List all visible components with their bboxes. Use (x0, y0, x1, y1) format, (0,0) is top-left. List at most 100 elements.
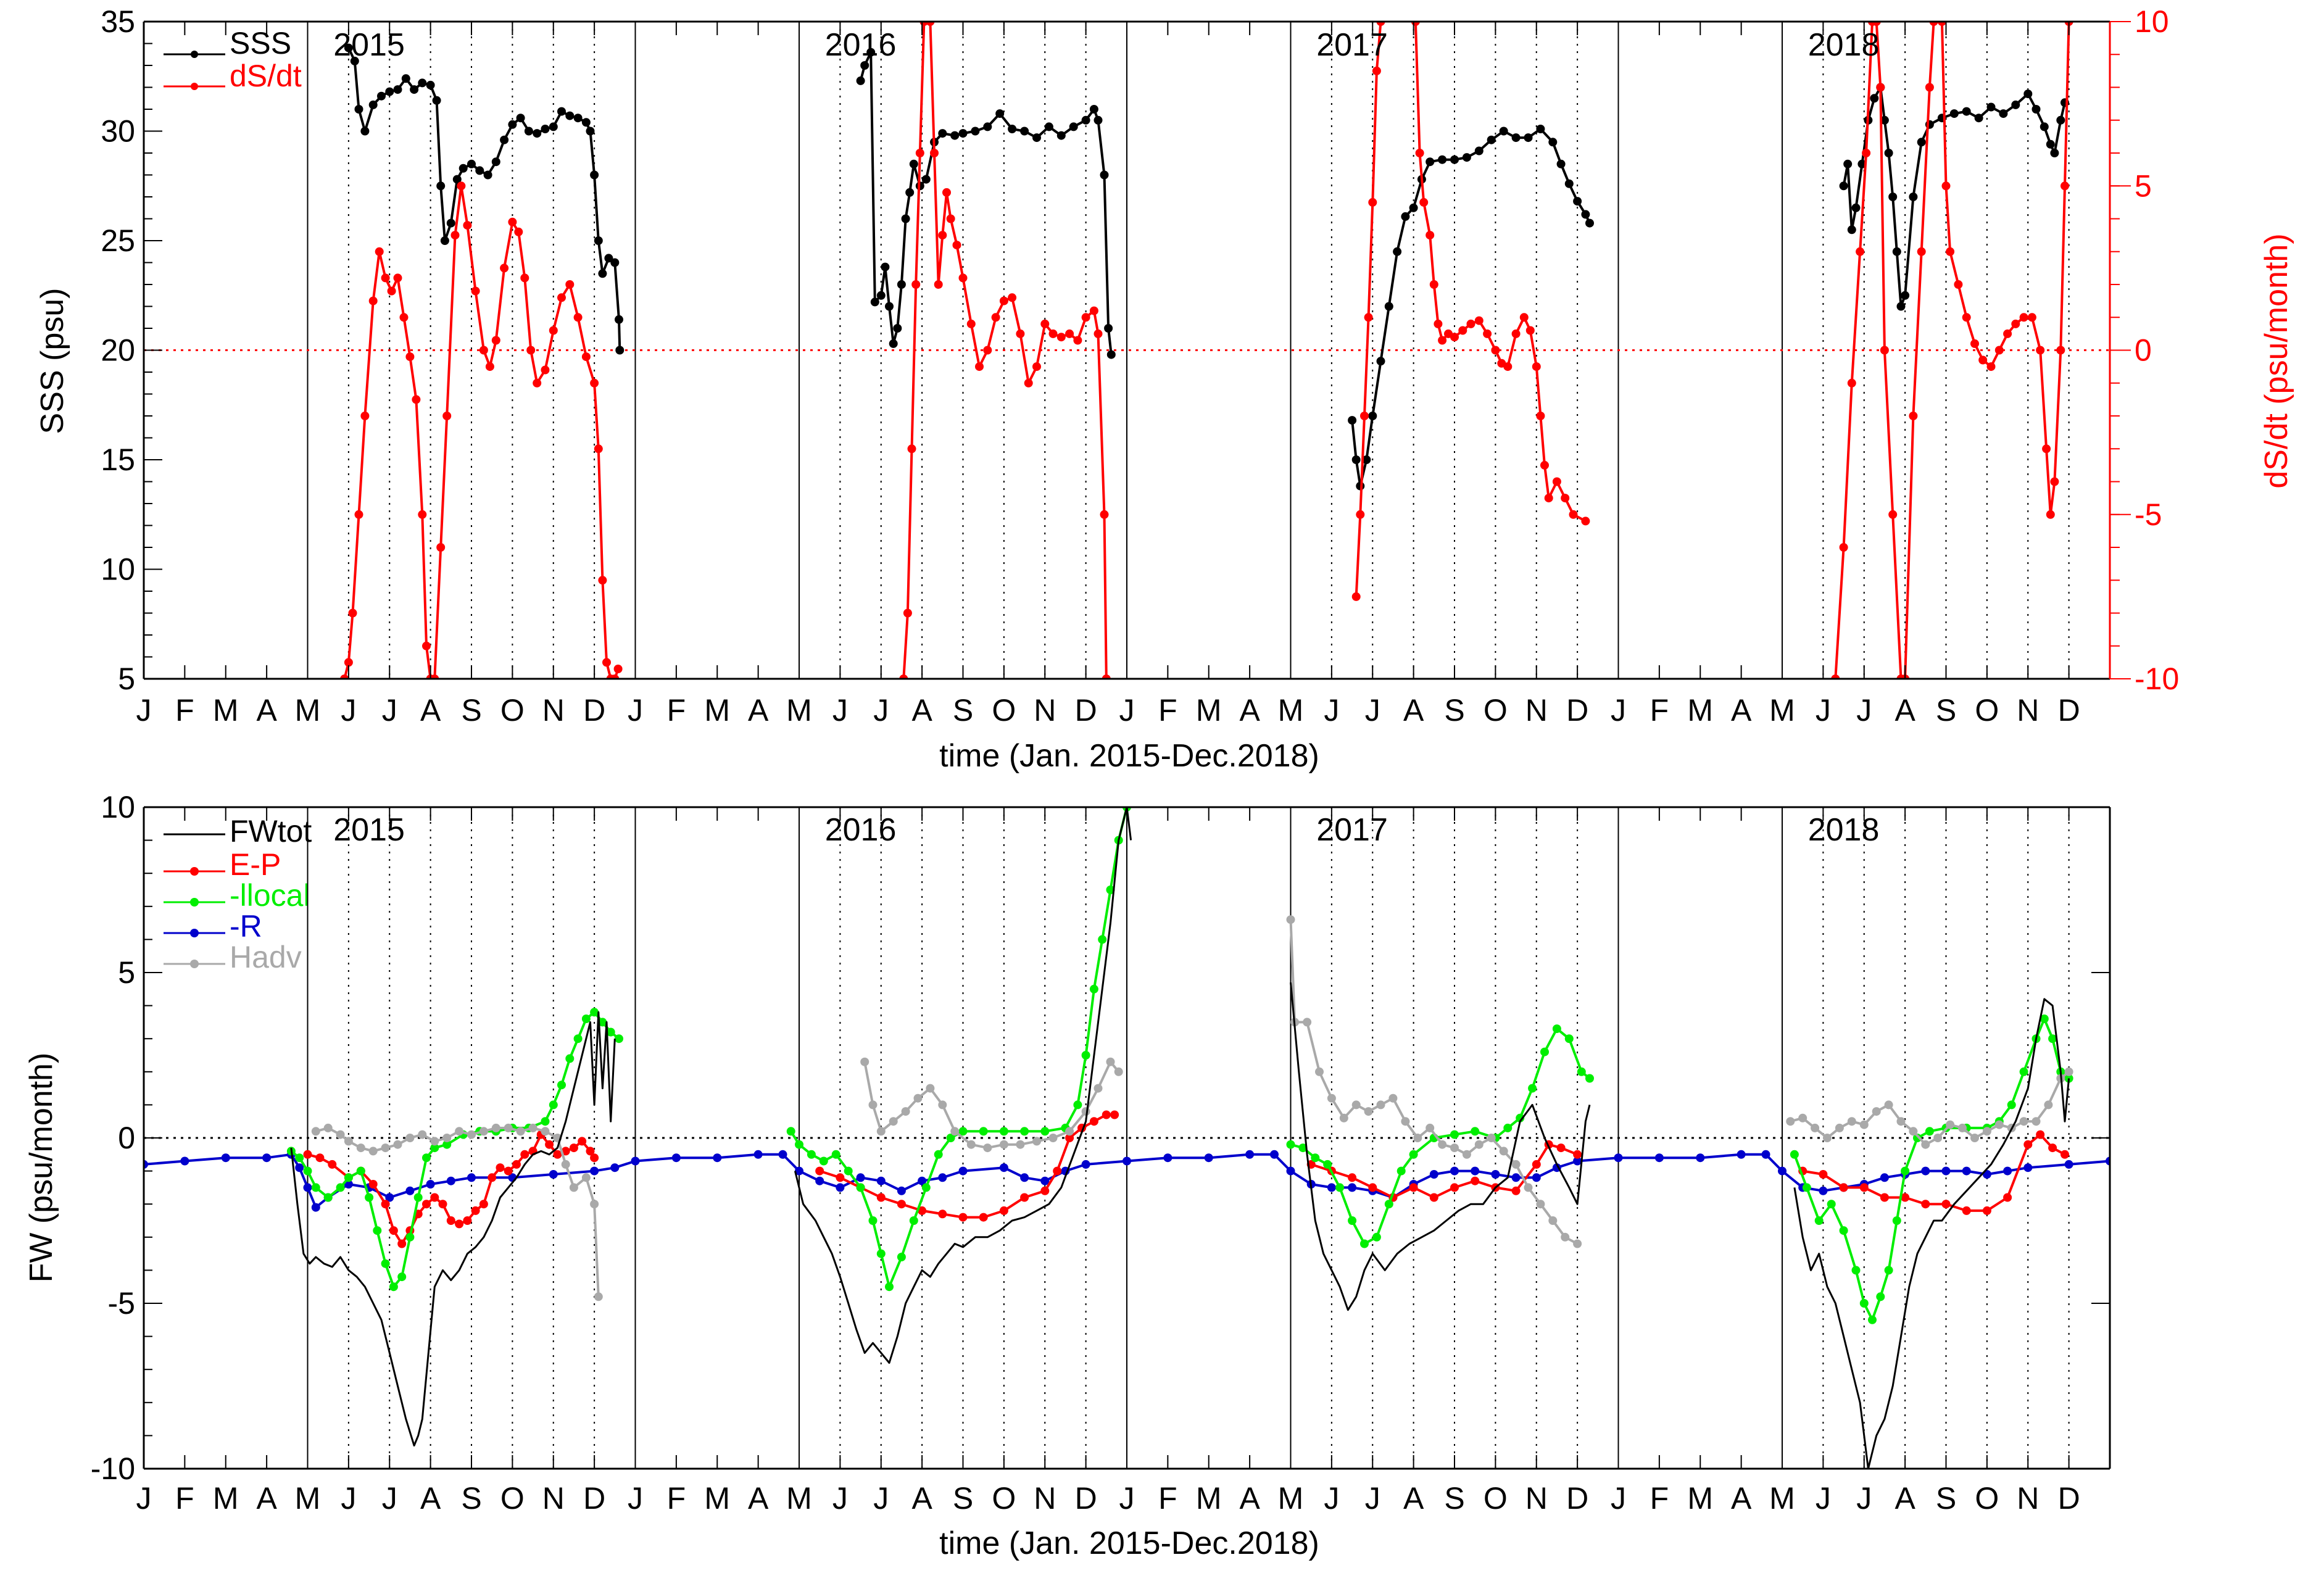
bottom-x-tick-label: S (1444, 1481, 1464, 1516)
top-x-tick-label: J (1611, 693, 1626, 728)
bottom-series-llocal-point (1081, 1051, 1090, 1060)
top-x-tick-label: F (1650, 693, 1669, 728)
bottom-series-e-p-point (1921, 1200, 1930, 1209)
top-series-ds-dt-line (1940, 22, 2070, 516)
top-series-ds-dt-point (1434, 319, 1443, 328)
top-y2-tick-label: -10 (2135, 662, 2179, 696)
bottom-series-llocal-point (1450, 1130, 1459, 1139)
bottom-series-hadv-point (1499, 1147, 1508, 1156)
bottom-series-hadv-point (1450, 1143, 1459, 1153)
bottom-series-e-p-point (1065, 1134, 1074, 1142)
bottom-series-hadv-point (1376, 1100, 1385, 1110)
top-series-ds-dt-point (1040, 319, 1050, 328)
bottom-series-r-point (671, 1153, 681, 1163)
legend-fwtot-label: FWtot (230, 814, 312, 849)
top-series-ds-dt-point (479, 346, 488, 355)
top-series-ds-dt-point (1888, 510, 1898, 519)
bottom-series-llocal-point (1089, 984, 1098, 994)
bottom-series-hadv-point (1847, 1117, 1856, 1126)
top-series-sss-point (1986, 102, 1996, 112)
top-series-ds-dt-point (1581, 517, 1590, 526)
top-series-sss-point (1843, 159, 1853, 168)
bottom-series-hadv-point (2044, 1100, 2053, 1110)
bottom-series-e-p-point (381, 1200, 390, 1209)
legend-ep-marker (190, 867, 199, 876)
top-series-sss-point (950, 131, 960, 140)
bottom-series-r-point (1962, 1166, 1971, 1176)
bottom-x-tick-label: S (461, 1481, 481, 1516)
top-series-ds-dt-point (387, 286, 396, 296)
top-series-ds-dt-point (457, 181, 466, 191)
top-series-ds-dt-point (500, 264, 509, 273)
bottom-x-tick-label: J (382, 1481, 397, 1516)
bottom-series-llocal-point (1814, 1216, 1824, 1225)
bottom-series-r-point (713, 1153, 722, 1163)
bottom-series-hadv-point (1351, 1100, 1361, 1110)
top-series-ds-dt-point (2027, 313, 2036, 322)
top-series-ds-dt-point (1102, 674, 1111, 679)
top-series-sss-point (440, 236, 449, 245)
top-x-tick-label: M (1278, 693, 1304, 728)
bottom-series-r-point (1921, 1166, 1930, 1176)
bottom-series-e-p-point (1941, 1200, 1951, 1209)
legend-r-label: -R (230, 909, 262, 944)
top-series-sss-point (1524, 133, 1533, 143)
top-series-ds-dt-point (1831, 674, 1840, 679)
bottom-series-e-p-point (545, 1140, 554, 1149)
top-series-sss-point (921, 175, 931, 184)
bottom-series-llocal-point (573, 1034, 583, 1044)
top-series-sss-point (565, 111, 575, 120)
bottom-series-r-point (303, 1183, 312, 1192)
bottom-series-r-point (1020, 1173, 1029, 1182)
top-series-ds-dt-point (1862, 149, 1871, 157)
bottom-series-llocal-point (946, 1134, 955, 1142)
bottom-series-r-point (1204, 1153, 1213, 1163)
bottom-series-e-p-point (1511, 1186, 1521, 1195)
top-series-ds-dt-point (1483, 329, 1492, 338)
top-series-ds-dt-point (1008, 293, 1017, 302)
bottom-x-tick-label: F (175, 1481, 194, 1516)
top-series-sss-point (475, 166, 484, 175)
top-x-tick-label: M (1769, 693, 1795, 728)
bottom-series-hadv-point (590, 1200, 599, 1209)
top-x-tick-label: A (748, 693, 769, 728)
top-series-sss-point (491, 157, 500, 167)
bottom-series-hadv-point (999, 1140, 1008, 1149)
top-series-ds-dt-point (1368, 197, 1377, 207)
top-series-ds-dt-point (565, 280, 575, 289)
bottom-series-r-point (1819, 1186, 1828, 1195)
top-y-tick-label: 15 (101, 442, 135, 477)
top-series-ds-dt-point (2050, 477, 2059, 486)
top-series-ds-dt-line (902, 22, 926, 679)
bottom-x-tick-label: A (1239, 1481, 1260, 1516)
bottom-series-llocal-point (381, 1259, 390, 1268)
bottom-series-e-p-point (2036, 1130, 2045, 1139)
top-x-tick-label: D (2058, 693, 2080, 728)
bottom-series-hadv-point (2031, 1117, 2041, 1126)
bottom-x-tick-label: J (873, 1481, 889, 1516)
top-series-ds-dt-point (1872, 22, 1881, 26)
bottom-series-hadv-point (1921, 1140, 1930, 1149)
top-series-ds-dt-point (930, 149, 939, 157)
top-series-ds-dt-point (1056, 333, 1066, 342)
top-series-sss-point (354, 105, 363, 114)
top-series-sss-point (1548, 138, 1558, 147)
bottom-series-hadv-point (479, 1127, 488, 1136)
bottom-series-hadv-point (901, 1107, 910, 1116)
bottom-x-tick-label: O (1484, 1481, 1508, 1516)
top-series-ds-dt-point (375, 247, 384, 256)
top-series-sss-point (901, 214, 910, 223)
bottom-series-llocal-point (1286, 1140, 1295, 1149)
bottom-series-e-p-point (520, 1150, 529, 1159)
top-series-ds-dt-point (491, 336, 500, 345)
top-year-label: 2015 (333, 27, 405, 63)
bottom-series-hadv-point (405, 1134, 415, 1142)
bottom-series-e-p-point (303, 1150, 312, 1159)
bottom-x-tick-label: F (1650, 1481, 1669, 1516)
top-series-ds-dt-point (573, 313, 583, 322)
top-series-sss-point (1564, 179, 1574, 188)
bottom-series-hadv-point (1548, 1216, 1558, 1225)
top-series-ds-dt-point (1426, 231, 1435, 240)
bottom-series-e-p-point (876, 1193, 886, 1202)
bottom-series-hadv-point (1786, 1117, 1795, 1126)
